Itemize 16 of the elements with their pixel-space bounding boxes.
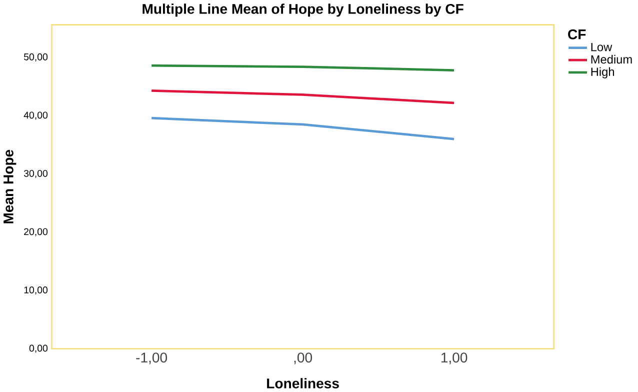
y-tick-label: 10,00: [24, 286, 48, 295]
y-tick-label: 30,00: [24, 170, 48, 178]
legend-label: Medium: [591, 54, 632, 64]
y-tick-label: 50,00: [24, 53, 48, 62]
x-tick-label: 1,00: [441, 352, 468, 364]
y-tick-label: 40,00: [24, 112, 48, 120]
y-tick-label: 0,00: [29, 344, 48, 353]
legend-label: High: [591, 67, 614, 78]
y-axis-title: Mean Hope: [4, 150, 16, 224]
legend-title: CF: [568, 29, 586, 40]
chart-title: Multiple Line Mean of Hope by Loneliness by CF: [142, 4, 464, 17]
y-tick-label: 20,00: [24, 228, 48, 236]
x-tick-label: -1,00: [136, 352, 168, 364]
legend-label: Low: [591, 42, 612, 52]
x-axis-title: Loneliness: [267, 378, 339, 388]
x-tick-label: ,00: [294, 352, 312, 364]
